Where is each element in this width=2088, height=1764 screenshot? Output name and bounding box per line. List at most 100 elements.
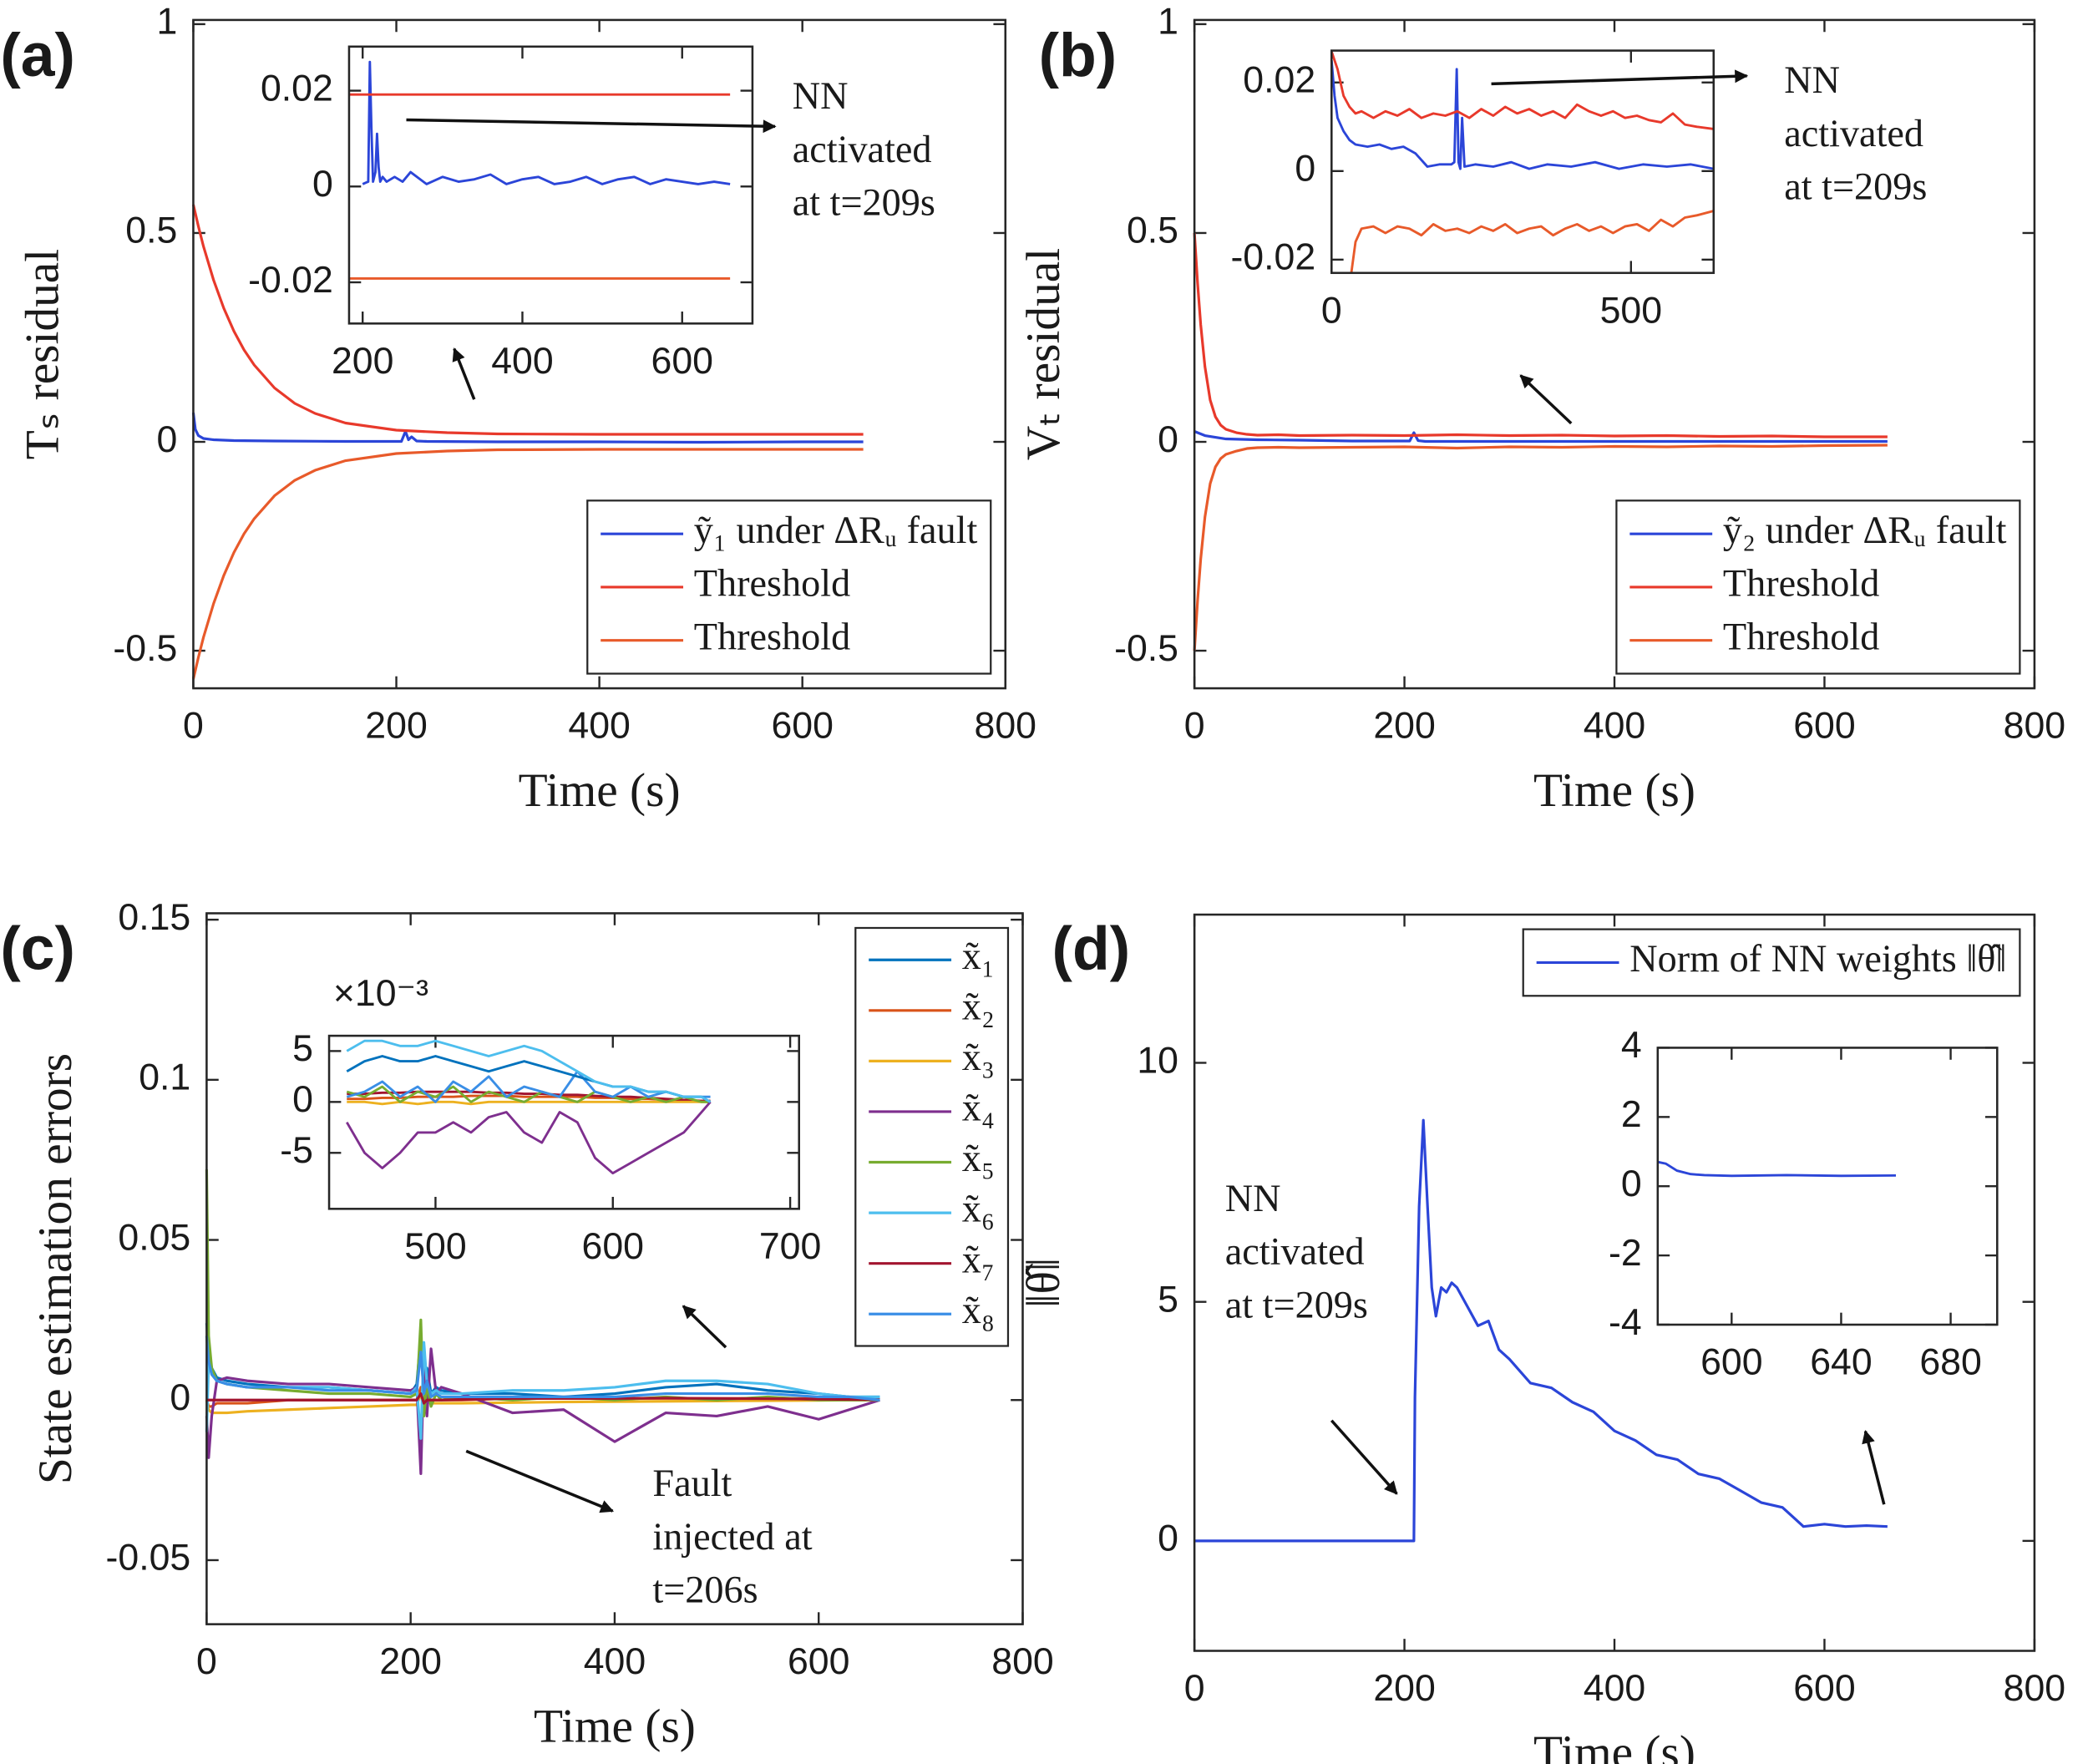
x-tick-label: 600: [651, 341, 713, 382]
axes-frame: [1656, 1047, 1999, 1326]
chart-panel: 500 600 700 -5 0 5 ×10⁻³: [280, 973, 821, 1267]
x-tick-label: 600: [1700, 1342, 1762, 1383]
legend-label: x̃₄: [962, 1087, 995, 1129]
y-tick-label: 0.1: [139, 1057, 190, 1098]
legend-label: Threshold: [1723, 562, 1879, 605]
y-tick-label: -0.5: [1114, 628, 1178, 669]
legend-label: ỹ₂ under ΔRᵤ fault: [1723, 509, 2007, 551]
x-tick-label: 600: [582, 1226, 644, 1267]
data-line: [205, 1336, 880, 1402]
axes-frame: [1193, 18, 2036, 690]
arrow: [1519, 374, 1573, 425]
x-tick-label: 800: [991, 1641, 1053, 1682]
x-tick-label: 0: [183, 706, 204, 747]
data-line: [347, 1100, 711, 1106]
y-tick-label: 0.02: [1243, 60, 1315, 101]
x-axis-label: Time (s): [534, 1700, 696, 1752]
y-tick-label: 5: [292, 1028, 313, 1069]
y-tick-label: 1: [157, 2, 178, 43]
y-tick-label: 0.5: [1127, 210, 1178, 251]
legend: ỹ₁ under ΔRᵤ fault Threshold Threshold: [586, 499, 992, 675]
data-line: [191, 448, 864, 680]
legend-label: x̃₁: [962, 935, 995, 977]
x-tick-label: 200: [1373, 706, 1435, 747]
x-tick-label: 200: [332, 341, 393, 382]
x-axis-label: Time (s): [1533, 764, 1695, 817]
plot-area: [1657, 1047, 1998, 1325]
x-axis-label: Time (s): [519, 764, 681, 817]
y-tick-label: 0: [157, 419, 178, 460]
panel-label: (c): [0, 915, 75, 983]
y-tick-label: 4: [1621, 1025, 1642, 1066]
y-tick-label: 10: [1137, 1040, 1178, 1081]
annotation: NN: [793, 74, 849, 117]
x-tick-label: 400: [491, 341, 553, 382]
x-tick-label: 700: [759, 1226, 821, 1267]
y-tick-label: 0: [1158, 419, 1178, 460]
legend-box: [854, 926, 1010, 1347]
data-line: [1193, 444, 1888, 651]
axes-frame: [347, 45, 754, 325]
legend-label: x̃₅: [962, 1137, 995, 1179]
plot-area: [348, 46, 753, 324]
x-tick-label: 0: [196, 1641, 217, 1682]
x-axis-label: Time (s): [1533, 1726, 1695, 1764]
legend-label: Norm of NN weights ‖θ̂‖: [1629, 937, 2006, 980]
axes-frame: [1193, 913, 2036, 1652]
data-line: [1657, 1160, 1897, 1178]
y-tick-label: -0.05: [106, 1538, 191, 1579]
y-tick-label: 0: [312, 164, 333, 205]
arrow: [682, 1305, 727, 1349]
panel-label: (a): [0, 21, 75, 89]
legend-label: Threshold: [694, 615, 850, 657]
annotation: Fault: [652, 1462, 732, 1504]
arrow: [1491, 69, 1749, 86]
y-tick-label: 0.15: [118, 897, 190, 938]
chart-panel: 0 200 400 600 800 -0.05 0 0.05 0.1 0.15 Time (s) St…: [0, 897, 1053, 1752]
y-tick-label: -0.02: [1230, 237, 1315, 278]
x-tick-label: 800: [2004, 706, 2065, 747]
y-tick-label: 1: [1158, 2, 1178, 43]
axes-frame: [205, 912, 1024, 1625]
y-tick-label: 0: [292, 1079, 313, 1120]
data-line: [205, 1347, 880, 1476]
axes-frame: [192, 18, 1007, 690]
y-tick-label: 0.05: [118, 1217, 190, 1258]
y-tick-label: 0: [170, 1377, 190, 1418]
x-tick-label: 400: [568, 706, 630, 747]
annotation: at t=209s: [793, 181, 935, 224]
data-line: [1330, 60, 1715, 170]
data-line: [1193, 232, 1888, 438]
x-tick-label: 600: [1793, 706, 1855, 747]
x-tick-label: 200: [365, 706, 427, 747]
x-tick-label: 400: [584, 1641, 646, 1682]
data-line: [206, 1391, 880, 1405]
annotation: NN: [1225, 1177, 1281, 1219]
y-axis-label: ‖θ̂‖: [1017, 1258, 1070, 1308]
arrow: [452, 347, 476, 400]
legend-label: x̃₆: [962, 1188, 995, 1230]
annotation: activated: [793, 128, 932, 170]
x-tick-label: 800: [2004, 1668, 2065, 1709]
axes-frame: [327, 1034, 800, 1210]
y-axis-label: State estimation errors: [29, 1053, 82, 1484]
y-tick-label: 0.02: [261, 68, 333, 109]
x-tick-label: 500: [404, 1226, 466, 1267]
legend-label: Threshold: [1723, 615, 1879, 657]
data-line: [362, 60, 731, 185]
x-tick-label: 0: [1184, 706, 1205, 747]
legend: x̃₁ x̃₂ x̃₃ x̃₄ x̃₅ x̃₆ x̃₇ x̃₈: [854, 926, 1010, 1347]
legend: Norm of NN weights ‖θ̂‖: [1522, 928, 2021, 997]
arrow: [1862, 1429, 1886, 1505]
arrows: [406, 69, 1886, 1513]
chart-panel: 0 200 400 600 800 0 5 10 Time (s) ‖θ̂‖ (d) NN activa…: [1017, 913, 2065, 1764]
panel-label: (d): [1052, 915, 1131, 983]
y-axis-label: Vₜ residual: [1017, 248, 1070, 460]
arrow: [465, 1449, 615, 1513]
data-line: [346, 1070, 711, 1103]
data-line: [1350, 210, 1715, 273]
annotation: activated: [1225, 1230, 1365, 1273]
